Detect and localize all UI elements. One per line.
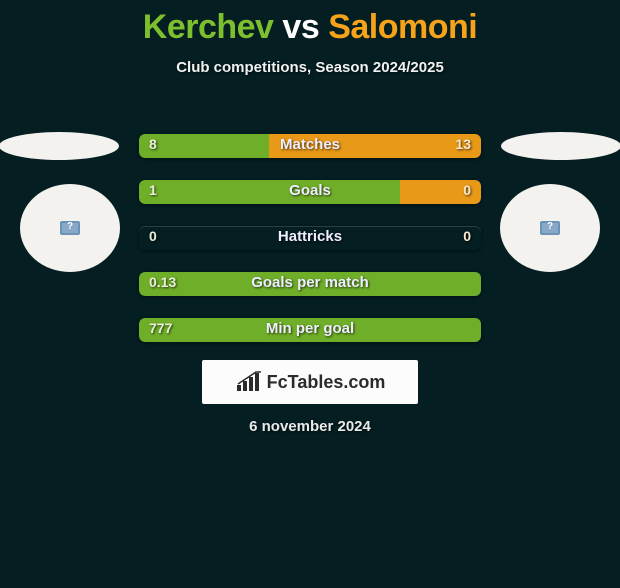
player2-badge: [500, 184, 600, 272]
player1-name: Kerchev: [143, 8, 274, 46]
stat-bars: 813Matches 10Goals 00Hattricks 0.13Goals pe…: [139, 134, 481, 364]
subtitle: Club competitions, Season 2024/2025: [0, 59, 620, 76]
stat-bar-row: 10Goals: [139, 180, 481, 204]
stat-label: Hattricks: [139, 228, 481, 245]
stat-label: Min per goal: [139, 320, 481, 337]
placeholder-icon: [60, 221, 80, 235]
player2-name: Salomoni: [328, 8, 477, 46]
fctables-logo: FcTables.com: [202, 360, 418, 404]
stat-bar-row: 00Hattricks: [139, 226, 481, 250]
footer-date: 6 november 2024: [0, 418, 620, 435]
stat-label: Matches: [139, 136, 481, 153]
decoration-ellipse-left: [0, 132, 119, 160]
stat-bar-row: 777Min per goal: [139, 318, 481, 342]
vs-text: vs: [282, 8, 319, 46]
placeholder-icon: [540, 221, 560, 235]
comparison-title: Kerchev vs Salomoni: [0, 8, 620, 47]
player1-badge: [20, 184, 120, 272]
logo-text: FcTables.com: [267, 372, 386, 393]
stat-label: Goals per match: [139, 274, 481, 291]
logo-chart-icon: [235, 371, 263, 393]
stat-bar-row: 0.13Goals per match: [139, 272, 481, 296]
stat-label: Goals: [139, 182, 481, 199]
stat-bar-row: 813Matches: [139, 134, 481, 158]
decoration-ellipse-right: [501, 132, 620, 160]
